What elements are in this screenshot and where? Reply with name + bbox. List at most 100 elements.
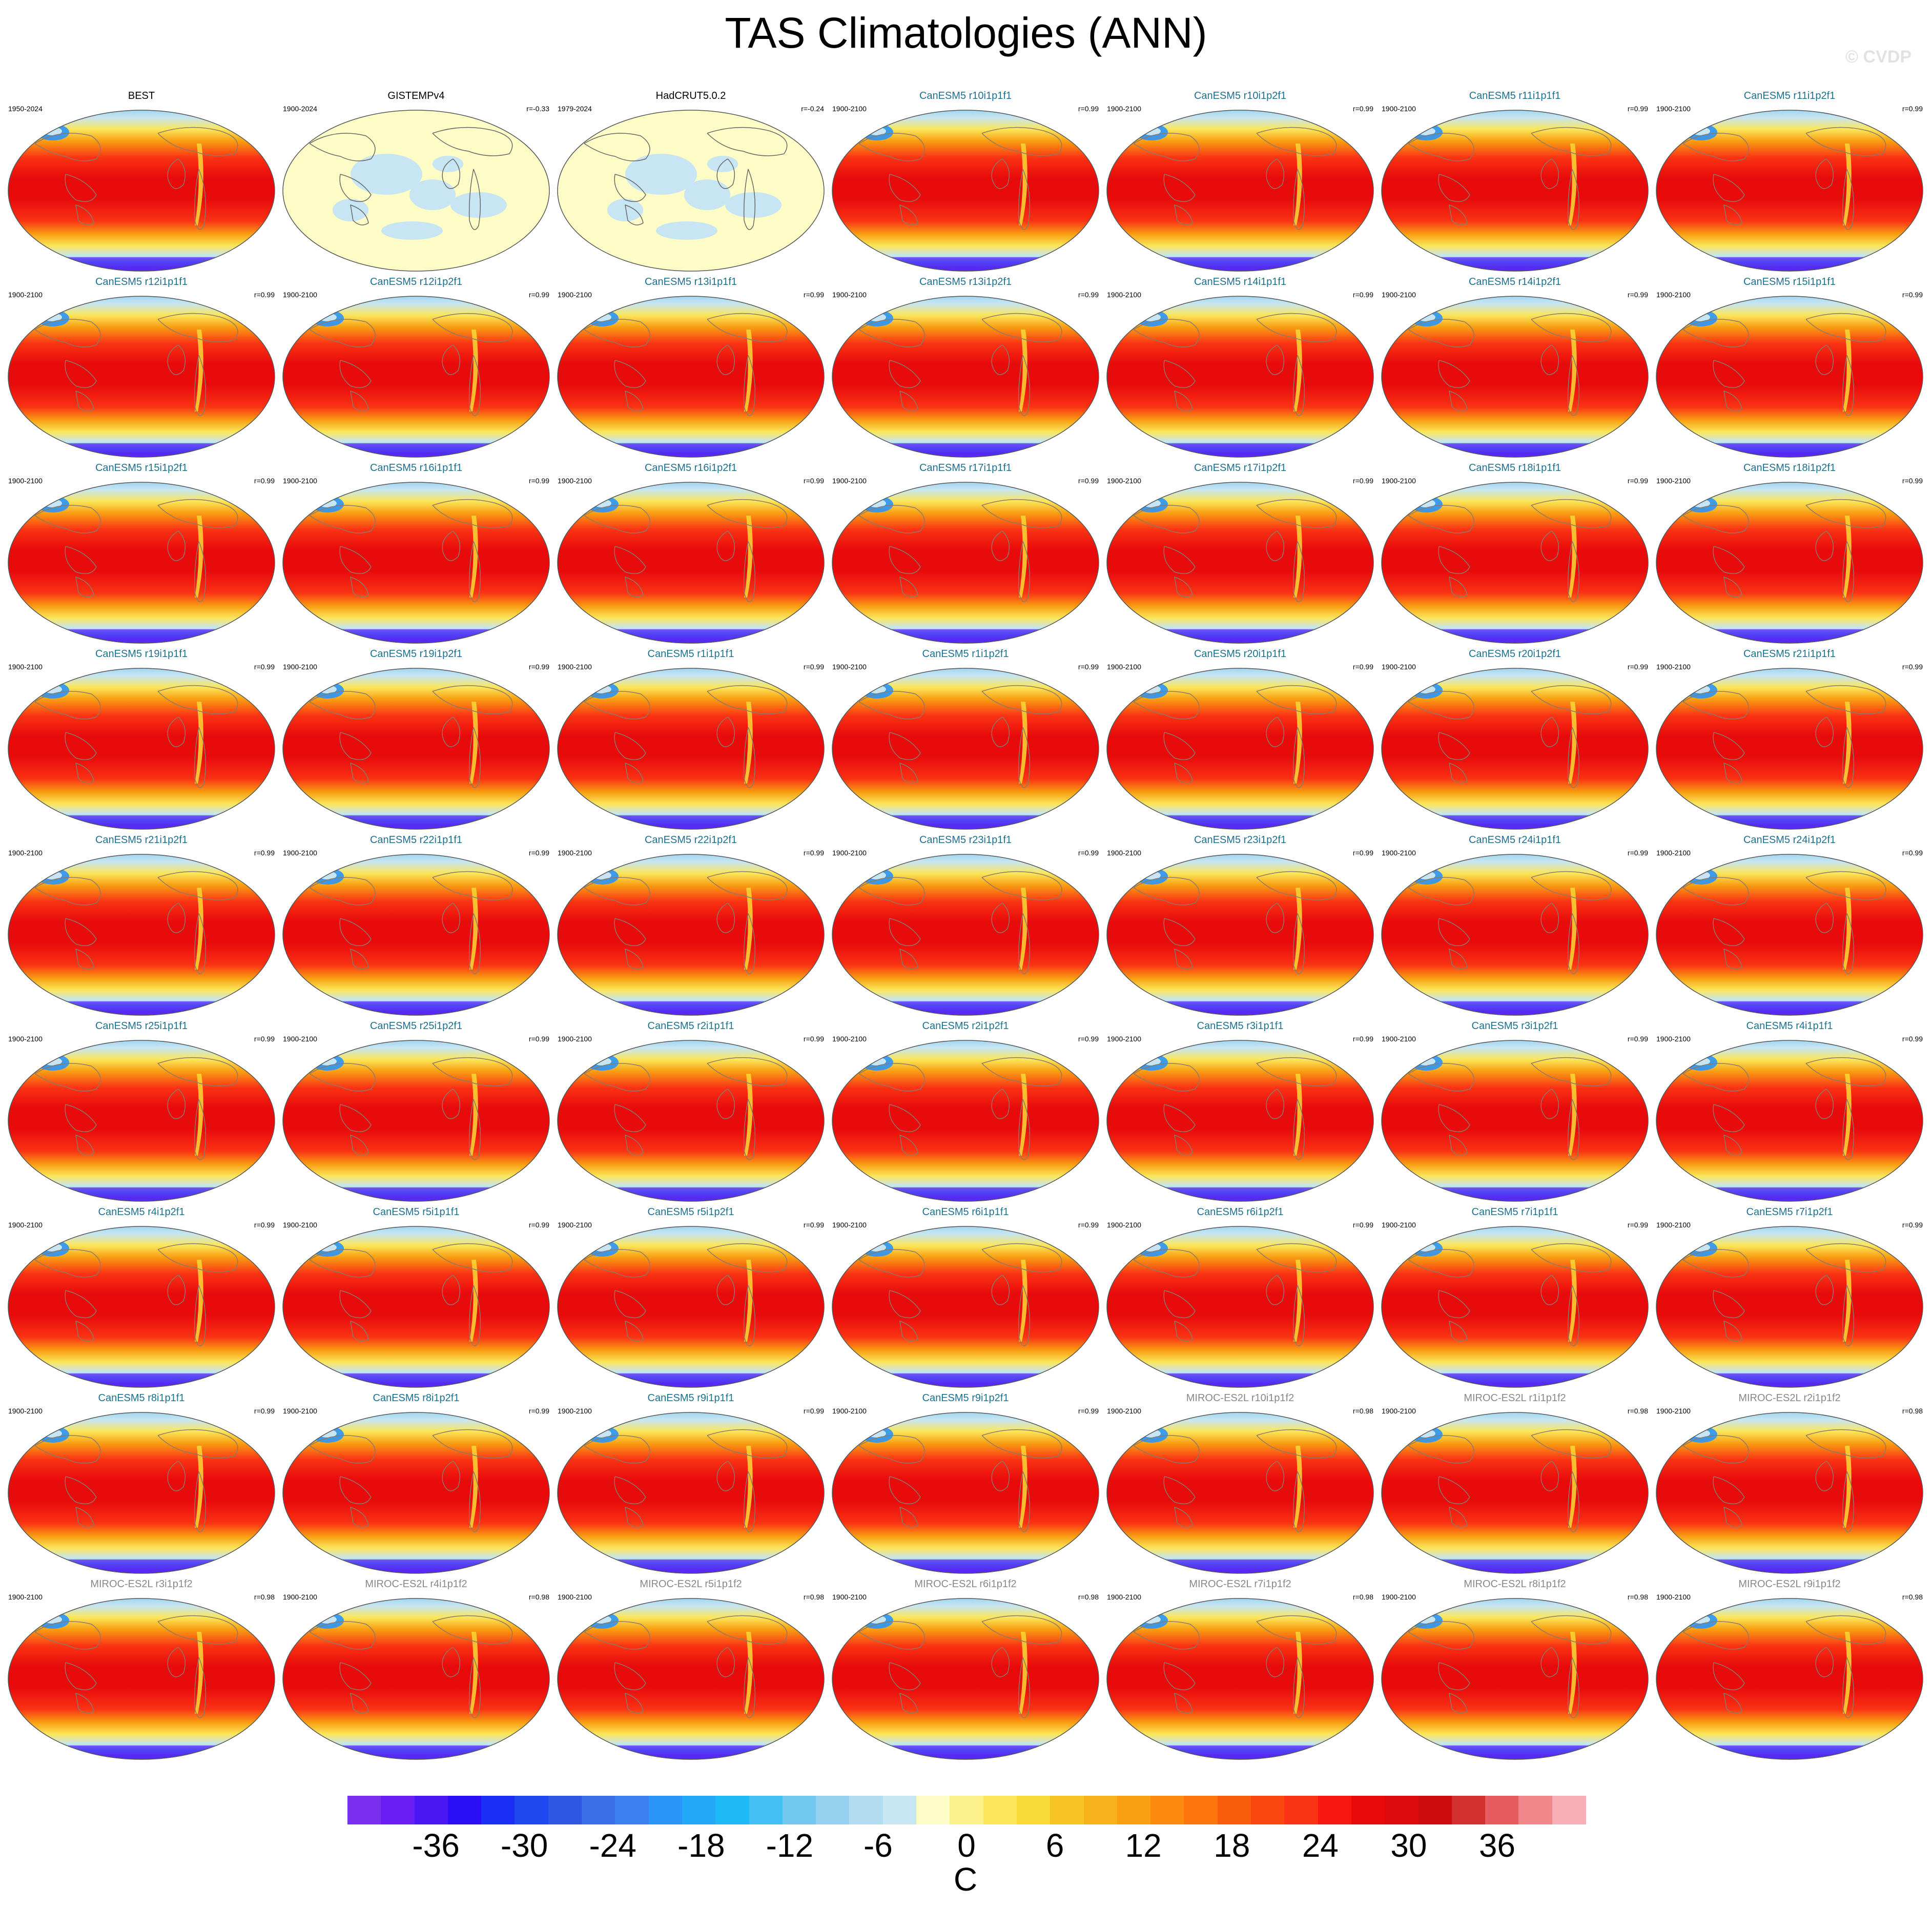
tas-map bbox=[1656, 1412, 1923, 1574]
panel-correlation: r=0.99 bbox=[528, 477, 549, 485]
panel-title: CanESM5 r6i1p1f1 bbox=[922, 1206, 1009, 1218]
panel-correlation: r=0.99 bbox=[254, 1407, 275, 1415]
panel-years: 1900-2100 bbox=[8, 1221, 43, 1229]
map-panel: CanESM5 r20i1p2f1 1900-2100 r=0.99 bbox=[1378, 646, 1652, 832]
colorbar-cell bbox=[950, 1796, 984, 1824]
map-panel: MIROC-ES2L r4i1p1f2 1900-2100 r=0.98 bbox=[279, 1576, 553, 1762]
panel-title: MIROC-ES2L r10i1p1f2 bbox=[1186, 1392, 1294, 1404]
panel-title: CanESM5 r25i1p2f1 bbox=[369, 1020, 463, 1032]
colorbar-tick-label: -36 bbox=[412, 1827, 460, 1864]
tas-map bbox=[8, 668, 275, 830]
tas-map bbox=[8, 854, 275, 1016]
panel-correlation: r=0.99 bbox=[1078, 849, 1099, 857]
tas-map bbox=[1656, 668, 1923, 830]
panel-title: CanESM5 r21i1p2f1 bbox=[95, 834, 188, 846]
panel-correlation: r=0.99 bbox=[1902, 849, 1923, 857]
panel-years: 1900-2100 bbox=[1107, 1035, 1141, 1043]
colorbar-unit-label: C bbox=[953, 1861, 978, 1898]
panel-title: CanESM5 r19i1p2f1 bbox=[369, 648, 463, 660]
panel-years: 1900-2100 bbox=[1107, 105, 1141, 113]
panel-correlation: r=0.99 bbox=[528, 1221, 549, 1229]
panel-years: 1900-2100 bbox=[8, 1407, 43, 1415]
panel-years: 1900-2100 bbox=[1656, 1035, 1691, 1043]
colorbar-cell bbox=[1351, 1796, 1385, 1824]
panel-correlation: r=0.99 bbox=[1352, 1221, 1373, 1229]
panel-years: 1900-2100 bbox=[558, 1407, 592, 1415]
tas-map bbox=[282, 1412, 550, 1574]
panel-years: 1900-2100 bbox=[1656, 663, 1691, 671]
panel-correlation: r=0.99 bbox=[528, 663, 549, 671]
panel-title: CanESM5 r8i1p1f1 bbox=[98, 1392, 185, 1404]
map-panel: MIROC-ES2L r10i1p1f2 1900-2100 r=0.98 bbox=[1103, 1390, 1378, 1576]
tas-map bbox=[282, 482, 550, 644]
panel-correlation: r=0.99 bbox=[803, 849, 824, 857]
map-panel: CanESM5 r5i1p2f1 1900-2100 r=0.99 bbox=[553, 1204, 828, 1390]
tas-map bbox=[1656, 854, 1923, 1016]
map-panel: CanESM5 r13i1p2f1 1900-2100 r=0.99 bbox=[828, 274, 1103, 460]
map-panel: CanESM5 r20i1p1f1 1900-2100 r=0.99 bbox=[1103, 646, 1378, 832]
tas-map bbox=[1381, 668, 1649, 830]
panel-title: CanESM5 r9i1p1f1 bbox=[647, 1392, 734, 1404]
colorbar-cell bbox=[1451, 1796, 1486, 1824]
panel-correlation: r=0.98 bbox=[1352, 1407, 1373, 1415]
colorbar-cell bbox=[1552, 1796, 1586, 1824]
tas-map bbox=[1656, 1040, 1923, 1202]
panel-title: MIROC-ES2L r4i1p1f2 bbox=[365, 1578, 467, 1590]
tas-map bbox=[1381, 1226, 1649, 1388]
panel-title: CanESM5 r12i1p2f1 bbox=[369, 276, 463, 288]
tas-map bbox=[8, 1226, 275, 1388]
colorbar-tick-label: -6 bbox=[863, 1827, 893, 1864]
tas-map bbox=[1381, 854, 1649, 1016]
map-panel: CanESM5 r11i1p1f1 1900-2100 r=0.99 bbox=[1378, 88, 1652, 274]
panel-title: CanESM5 r18i1p1f1 bbox=[1468, 462, 1561, 474]
panel-years: 1900-2100 bbox=[283, 849, 317, 857]
panel-correlation: r=0.99 bbox=[1627, 105, 1648, 113]
panel-correlation: r=0.99 bbox=[528, 1407, 549, 1415]
colorbar-cell bbox=[648, 1796, 683, 1824]
panel-years: 1900-2100 bbox=[1656, 291, 1691, 299]
map-panel: MIROC-ES2L r6i1p1f2 1900-2100 r=0.98 bbox=[828, 1576, 1103, 1762]
panel-title: HadCRUT5.0.2 bbox=[655, 90, 726, 101]
tas-map bbox=[832, 1598, 1099, 1760]
panel-correlation: r=0.99 bbox=[1078, 663, 1099, 671]
panel-correlation: r=0.99 bbox=[1627, 477, 1648, 485]
panel-years: 1900-2100 bbox=[8, 291, 43, 299]
colorbar-cell bbox=[1318, 1796, 1352, 1824]
map-panel: MIROC-ES2L r3i1p1f2 1900-2100 r=0.98 bbox=[4, 1576, 279, 1762]
tas-map bbox=[557, 1412, 825, 1574]
map-panel: CanESM5 r12i1p1f1 1900-2100 r=0.99 bbox=[4, 274, 279, 460]
panel-title: CanESM5 r20i1p1f1 bbox=[1194, 648, 1287, 660]
colorbar-cell bbox=[1251, 1796, 1285, 1824]
tas-map bbox=[832, 296, 1099, 458]
tas-map bbox=[1106, 1040, 1374, 1202]
map-panel: CanESM5 r3i1p1f1 1900-2100 r=0.99 bbox=[1103, 1018, 1378, 1204]
colorbar-cell bbox=[1418, 1796, 1452, 1824]
panel-title: CanESM5 r4i1p2f1 bbox=[98, 1206, 185, 1218]
panel-title: CanESM5 r1i1p2f1 bbox=[922, 648, 1009, 660]
panel-years: 1900-2100 bbox=[8, 477, 43, 485]
colorbar-cell bbox=[481, 1796, 516, 1824]
colorbar-ticks: -36 -30 -24 -18 -12 -6 0 6 12 18 24 30 36 bbox=[347, 1828, 1586, 1863]
map-panel: CanESM5 r6i1p1f1 1900-2100 r=0.99 bbox=[828, 1204, 1103, 1390]
panel-correlation: r=0.99 bbox=[803, 291, 824, 299]
panel-title: CanESM5 r5i1p2f1 bbox=[647, 1206, 734, 1218]
map-panel: MIROC-ES2L r5i1p1f2 1900-2100 r=0.98 bbox=[553, 1576, 828, 1762]
panel-title: CanESM5 r3i1p2f1 bbox=[1471, 1020, 1558, 1032]
panel-title: CanESM5 r12i1p1f1 bbox=[95, 276, 188, 288]
panel-correlation: r=0.99 bbox=[1352, 663, 1373, 671]
map-panel: CanESM5 r15i1p2f1 1900-2100 r=0.99 bbox=[4, 460, 279, 646]
panel-correlation: r=0.99 bbox=[528, 1035, 549, 1043]
tas-map bbox=[832, 482, 1099, 644]
map-panel: CanESM5 r18i1p1f1 1900-2100 r=0.99 bbox=[1378, 460, 1652, 646]
panel-years: 1900-2100 bbox=[283, 1593, 317, 1601]
panel-title: MIROC-ES2L r2i1p1f2 bbox=[1738, 1392, 1841, 1404]
map-panel: CanESM5 r23i1p1f1 1900-2100 r=0.99 bbox=[828, 832, 1103, 1018]
colorbar-cell bbox=[749, 1796, 783, 1824]
panel-years: 1900-2100 bbox=[8, 849, 43, 857]
colorbar-cell bbox=[414, 1796, 448, 1824]
panel-years: 1900-2100 bbox=[558, 291, 592, 299]
colorbar-tick-label: 12 bbox=[1125, 1827, 1162, 1864]
tas-map bbox=[282, 296, 550, 458]
colorbar-cell bbox=[381, 1796, 415, 1824]
colorbar bbox=[347, 1796, 1586, 1824]
